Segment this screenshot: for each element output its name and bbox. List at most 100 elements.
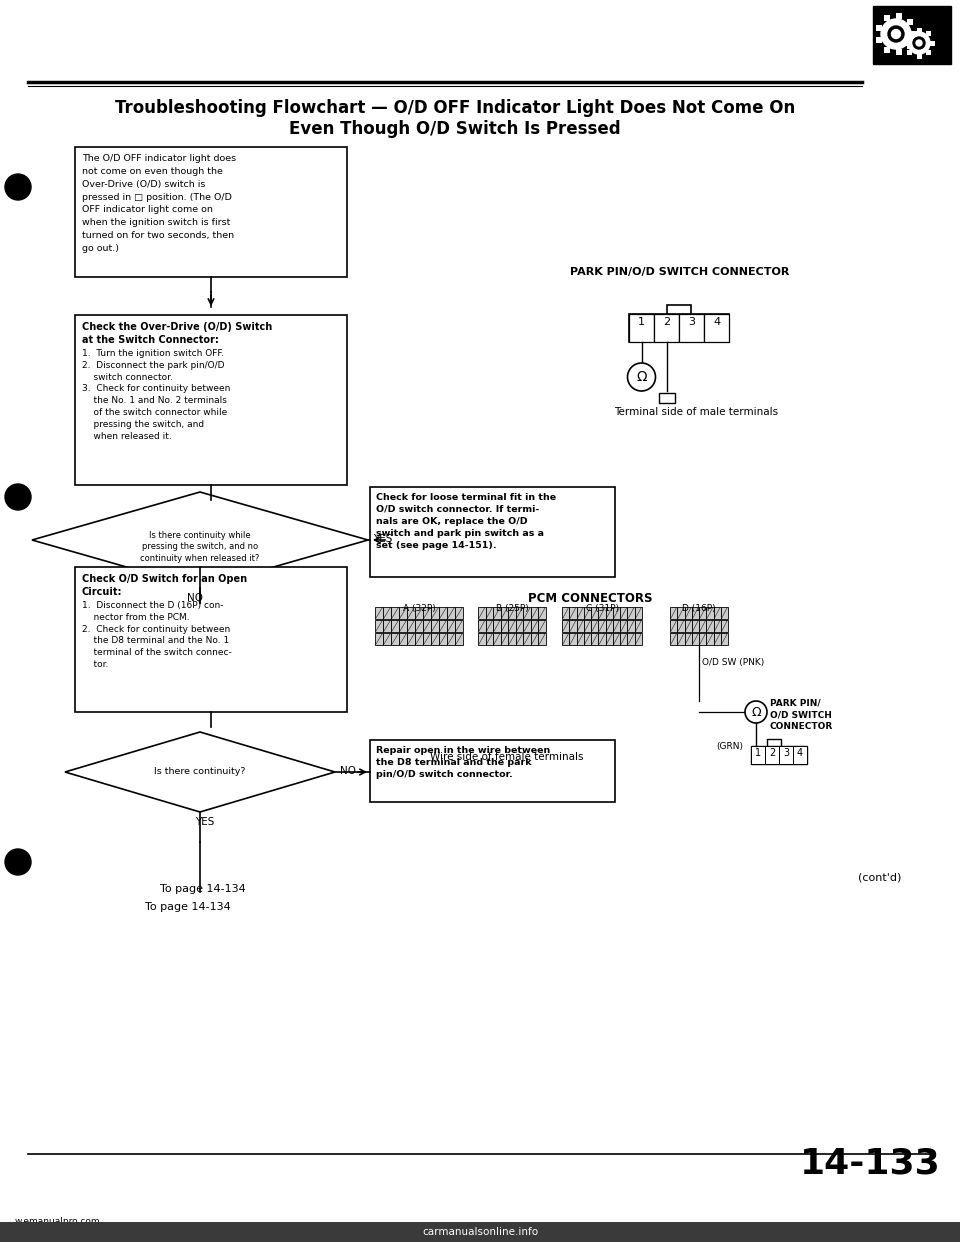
- Text: 3: 3: [783, 748, 789, 758]
- Bar: [584, 620, 591, 632]
- Bar: [713, 607, 721, 619]
- Bar: [486, 607, 493, 619]
- Bar: [370, 740, 615, 802]
- Bar: [508, 607, 516, 619]
- Text: Ω: Ω: [636, 370, 647, 384]
- Bar: [667, 306, 691, 314]
- Bar: [391, 607, 399, 619]
- Text: 2: 2: [769, 748, 775, 758]
- Bar: [447, 607, 455, 619]
- Bar: [447, 620, 455, 632]
- Bar: [707, 633, 713, 645]
- Bar: [670, 633, 677, 645]
- Bar: [0, 1222, 960, 1242]
- Bar: [917, 27, 922, 32]
- Bar: [455, 620, 463, 632]
- Bar: [606, 633, 612, 645]
- Bar: [907, 42, 913, 48]
- Text: The O/D OFF indicator light does
not come on even though the
Over-Drive (O/D) sw: The O/D OFF indicator light does not com…: [82, 154, 236, 253]
- Bar: [751, 746, 765, 764]
- Bar: [591, 607, 598, 619]
- Bar: [765, 746, 779, 764]
- Text: YES: YES: [195, 817, 214, 827]
- Bar: [455, 633, 463, 645]
- Bar: [539, 620, 546, 632]
- Text: 3.  Check for continuity between
    the No. 1 and No. 2 terminals
    of the sw: 3. Check for continuity between the No. …: [82, 385, 230, 441]
- Circle shape: [916, 40, 922, 46]
- Bar: [692, 633, 699, 645]
- Bar: [677, 620, 684, 632]
- Text: Is there continuity?: Is there continuity?: [155, 768, 246, 776]
- Circle shape: [908, 32, 930, 53]
- Bar: [562, 633, 569, 645]
- Text: Ω: Ω: [751, 705, 761, 719]
- Text: Troubleshooting Flowchart — O/D OFF Indicator Light Does Not Come On: Troubleshooting Flowchart — O/D OFF Indi…: [115, 99, 795, 117]
- Bar: [635, 607, 642, 619]
- Bar: [629, 314, 654, 342]
- Bar: [516, 633, 523, 645]
- Bar: [539, 633, 546, 645]
- Text: 3: 3: [688, 317, 695, 327]
- Circle shape: [881, 19, 911, 48]
- Text: 4: 4: [713, 317, 720, 327]
- Bar: [486, 620, 493, 632]
- Bar: [929, 41, 934, 46]
- Bar: [635, 633, 642, 645]
- Bar: [896, 48, 902, 55]
- Bar: [439, 607, 447, 619]
- Bar: [399, 620, 407, 632]
- Bar: [569, 620, 577, 632]
- Bar: [628, 620, 635, 632]
- Bar: [704, 314, 729, 342]
- Text: (GRN): (GRN): [716, 741, 743, 751]
- Text: Check O/D Switch for an Open
Circuit:: Check O/D Switch for an Open Circuit:: [82, 574, 247, 597]
- Text: w.emanualpro.com: w.emanualpro.com: [15, 1217, 101, 1226]
- Bar: [383, 607, 391, 619]
- Circle shape: [5, 850, 31, 876]
- Bar: [679, 314, 704, 342]
- Bar: [670, 620, 677, 632]
- Text: PARK PIN/: PARK PIN/: [770, 698, 821, 707]
- Text: O/D SWITCH: O/D SWITCH: [770, 710, 832, 719]
- Bar: [606, 620, 612, 632]
- Bar: [907, 20, 913, 25]
- Bar: [431, 620, 439, 632]
- Bar: [383, 620, 391, 632]
- Text: O/D SW (PNK): O/D SW (PNK): [702, 658, 764, 667]
- Bar: [375, 633, 383, 645]
- Bar: [884, 15, 890, 21]
- Bar: [903, 41, 908, 46]
- Text: NO: NO: [187, 592, 203, 604]
- Bar: [699, 607, 707, 619]
- Bar: [407, 607, 415, 619]
- Bar: [75, 315, 347, 484]
- Bar: [598, 607, 606, 619]
- Bar: [447, 633, 455, 645]
- Text: Repair open in the wire between
the D8 terminal and the park
pin/O/D switch conn: Repair open in the wire between the D8 t…: [376, 746, 550, 779]
- Circle shape: [628, 363, 656, 391]
- Bar: [539, 607, 546, 619]
- Polygon shape: [32, 492, 368, 587]
- Bar: [907, 31, 912, 36]
- Bar: [907, 50, 912, 55]
- Bar: [501, 633, 508, 645]
- Bar: [375, 607, 383, 619]
- Bar: [493, 633, 501, 645]
- Bar: [531, 633, 539, 645]
- Bar: [455, 607, 463, 619]
- Bar: [478, 633, 486, 645]
- Bar: [699, 633, 707, 645]
- Bar: [659, 392, 675, 402]
- Bar: [684, 620, 692, 632]
- Circle shape: [888, 26, 904, 42]
- Text: Check for loose terminal fit in the
O/D switch connector. If termi-
nals are OK,: Check for loose terminal fit in the O/D …: [376, 493, 556, 550]
- Text: CONNECTOR: CONNECTOR: [770, 722, 833, 732]
- Text: 1.  Turn the ignition switch OFF.: 1. Turn the ignition switch OFF.: [82, 349, 224, 358]
- Bar: [721, 633, 728, 645]
- Bar: [584, 607, 591, 619]
- Bar: [501, 620, 508, 632]
- Text: Terminal side of male terminals: Terminal side of male terminals: [614, 407, 779, 417]
- Polygon shape: [65, 732, 335, 812]
- Text: (cont'd): (cont'd): [858, 872, 901, 882]
- Bar: [501, 607, 508, 619]
